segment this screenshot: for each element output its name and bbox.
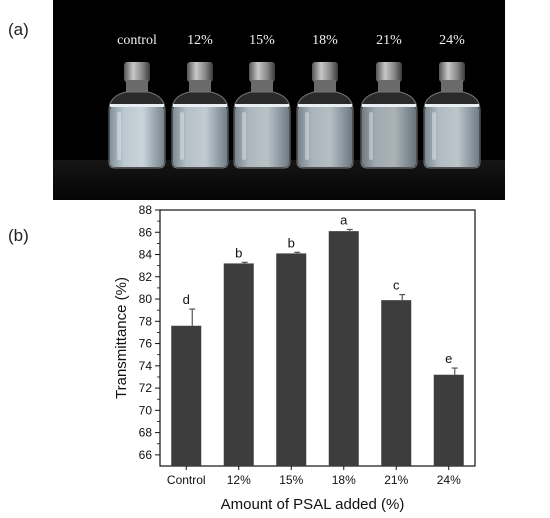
significance-label: a (340, 212, 348, 227)
bottle-4 (296, 62, 354, 169)
significance-label: b (235, 245, 242, 260)
bar-21% (381, 300, 412, 466)
bottle-photo: control 12% 15% 18% 21% 24% (53, 0, 505, 200)
y-tick-label: 72 (139, 381, 153, 395)
x-axis-label: Amount of PSAL added (%) (221, 496, 405, 513)
y-tick-label: 66 (139, 448, 153, 462)
bottle-2 (171, 62, 229, 169)
y-tick-label: 74 (139, 359, 153, 373)
y-tick-label: 86 (139, 225, 153, 239)
bar-15% (276, 253, 307, 466)
bar-Control (171, 325, 202, 466)
bar-24% (433, 374, 464, 466)
bar-18% (328, 231, 359, 466)
x-tick-label: 24% (437, 473, 461, 487)
sample-label: 15% (249, 33, 275, 48)
significance-label: e (445, 351, 452, 366)
transmittance-bar-chart: 66 68 70 72 74 76 78 80 82 84 86 88 Transmittance (%… (113, 203, 476, 513)
sample-label: 12% (187, 33, 213, 48)
x-tick-label: 12% (227, 473, 251, 487)
sample-label: 24% (439, 33, 465, 48)
bottle-5 (360, 62, 418, 169)
y-tick-label: 82 (139, 270, 153, 284)
y-tick-label: 70 (139, 403, 153, 417)
x-tick-label: 15% (279, 473, 303, 487)
panel-b-label: (b) (8, 226, 29, 245)
sample-label: control (117, 33, 157, 48)
plot-frame (159, 209, 476, 467)
panel-a-label: (a) (8, 20, 29, 39)
bottle-6 (423, 62, 481, 169)
y-axis-label: Transmittance (%) (113, 277, 130, 399)
significance-label: c (393, 278, 400, 293)
sample-label: 21% (376, 33, 402, 48)
y-tick-label: 84 (139, 248, 153, 262)
bottle-3 (233, 62, 291, 169)
sample-label: 18% (312, 33, 338, 48)
bottle-1 (108, 62, 166, 169)
y-tick-label: 76 (139, 337, 153, 351)
significance-label: d (183, 292, 190, 307)
significance-label: b (288, 235, 295, 250)
x-tick-label: Control (167, 473, 206, 487)
bar-12% (223, 263, 254, 466)
y-tick-label: 88 (139, 203, 153, 217)
x-tick-label: 21% (384, 473, 408, 487)
y-tick-label: 78 (139, 314, 153, 328)
y-tick-label: 80 (139, 292, 153, 306)
y-tick-label: 68 (139, 426, 153, 440)
x-tick-label: 18% (332, 473, 356, 487)
